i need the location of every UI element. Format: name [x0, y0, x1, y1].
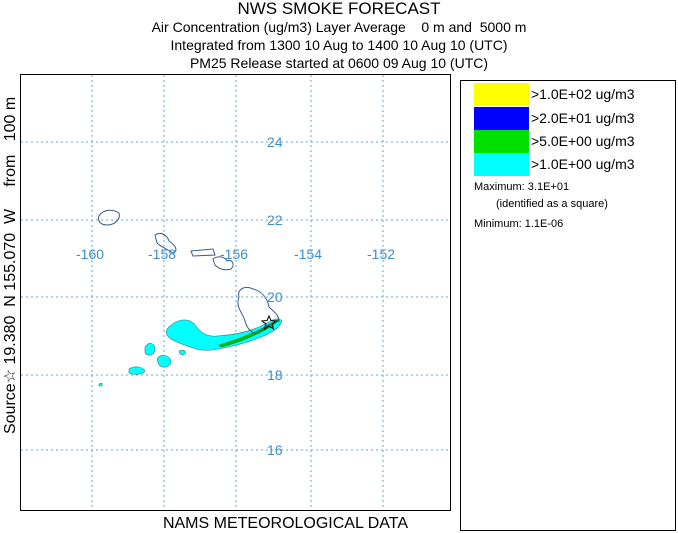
lat-labels: 24 22 20 18 16: [267, 134, 283, 458]
maximum-note: (identified as a square): [496, 198, 608, 210]
lat-label: 22: [267, 212, 283, 228]
legend-label: >1.0E+02 ug/m3: [531, 86, 635, 102]
coast-maui: [212, 256, 234, 271]
coast-kauai: [98, 209, 120, 226]
legend-label: >2.0E+01 ug/m3: [531, 110, 635, 126]
lat-label: 18: [267, 367, 283, 383]
coast-oahu: [154, 232, 177, 254]
coast-molokai: [190, 248, 216, 257]
coast-big-island: [237, 286, 280, 334]
lat-label: 24: [267, 134, 283, 150]
chart-title: NWS SMOKE FORECAST: [237, 0, 441, 18]
plume-small-patch: [178, 349, 186, 356]
graticule: [21, 75, 450, 510]
plume-kahoolawe-patch: [128, 366, 146, 375]
legend-swatch-cyan: [474, 153, 529, 176]
forecast-map: -160 -158 -156 -154 -152 24 22 20 18 16: [21, 75, 450, 510]
lat-label: 16: [267, 442, 283, 458]
legend-label: >1.0E+00 ug/m3: [531, 156, 635, 172]
subtitle-concentration: Air Concentration (ug/m3) Layer Average …: [151, 19, 527, 35]
subtitle-integration-period: Integrated from 1300 10 Aug to 1400 10 A…: [170, 37, 508, 53]
lon-label: -154: [294, 246, 322, 262]
lon-label: -160: [76, 246, 104, 262]
lat-label: 20: [267, 289, 283, 305]
source-star-icon[interactable]: [260, 314, 278, 331]
lon-label: -152: [367, 246, 395, 262]
plume-maui-patch: [144, 343, 156, 356]
lon-labels: -160 -158 -156 -154 -152: [76, 246, 395, 262]
legend-panel: >1.0E+02 ug/m3 >2.0E+01 ug/m3 >5.0E+00 u…: [460, 80, 676, 531]
lon-label: -158: [148, 246, 176, 262]
legend-swatch-green: [474, 130, 529, 153]
map-panel[interactable]: -160 -158 -156 -154 -152 24 22 20 18 16: [20, 74, 451, 511]
legend-swatch-blue: [474, 107, 529, 130]
plume-lanai-patch: [156, 355, 172, 368]
data-source-footer: NAMS METEOROLOGICAL DATA: [162, 515, 409, 532]
lon-label: -156: [220, 246, 248, 262]
plume-big-island: [165, 318, 283, 351]
plume-dot: [98, 382, 103, 387]
smoke-plume: [98, 318, 283, 387]
minimum-value: Minimum: 1.1E-06: [474, 218, 564, 230]
source-location-label: Source☆ 19.380 N 155.070 W from 100 m: [2, 96, 19, 434]
coastlines: [98, 209, 280, 334]
subtitle-release-start: PM25 Release started at 0600 09 Aug 10 (…: [189, 55, 489, 71]
legend-swatch-yellow: [474, 83, 529, 106]
maximum-value: Maximum: 3.1E+01: [474, 181, 570, 193]
legend-label: >5.0E+00 ug/m3: [531, 133, 635, 149]
